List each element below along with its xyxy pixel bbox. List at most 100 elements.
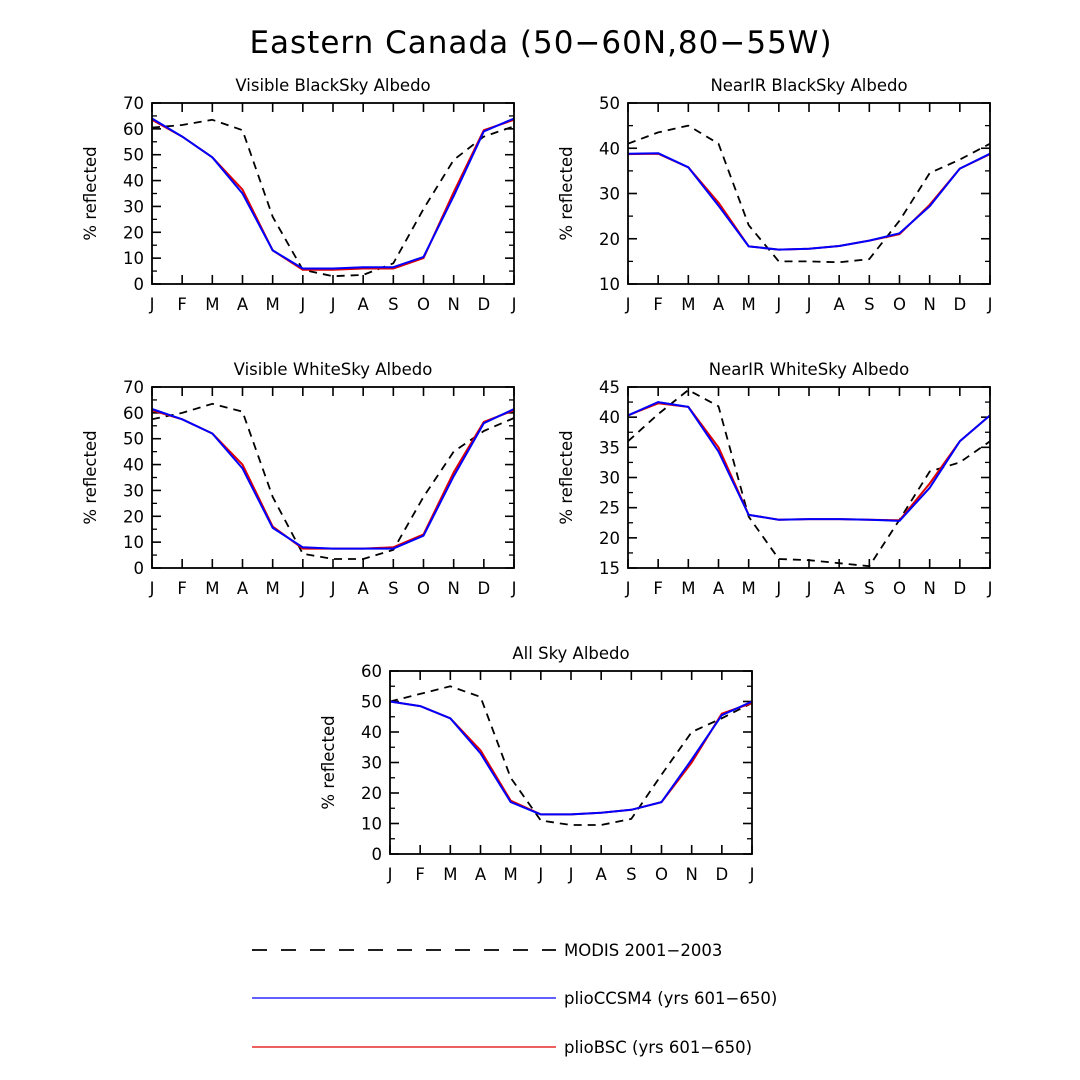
x-tick-label: O: [893, 295, 906, 314]
x-tick-label: N: [447, 579, 459, 598]
series-line-pliobsc-yrs-601-650: [151, 118, 515, 271]
series-line-modis-2001-2003: [151, 118, 515, 278]
y-tick-label: 0: [372, 845, 383, 864]
x-tick-label: J: [537, 865, 543, 884]
series-line-modis-2001-2003: [389, 685, 753, 826]
x-tick-label: O: [417, 579, 430, 598]
x-tick-label: J: [568, 865, 574, 884]
x-tick-label: A: [834, 579, 846, 598]
plot-frame: [389, 670, 753, 855]
y-tick-label: 45: [599, 378, 620, 397]
x-tick-label: M: [205, 295, 219, 314]
x-tick-label: M: [266, 579, 280, 598]
x-tick-label: J: [775, 579, 781, 598]
y-tick-label: 60: [123, 404, 144, 423]
x-tick-label: N: [923, 579, 935, 598]
legend-label: plioBSC (yrs 601−650): [564, 1038, 752, 1057]
y-tick-label: 50: [599, 94, 620, 113]
x-tick-label: M: [504, 865, 518, 884]
x-tick-label: J: [987, 579, 993, 598]
x-tick-label: N: [447, 295, 459, 314]
series-line-pliobsc-yrs-601-650: [627, 402, 991, 522]
series-line-plioccsm4-yrs-601-650: [151, 408, 515, 550]
x-tick-label: O: [417, 295, 430, 314]
y-tick-label: 10: [361, 815, 382, 834]
x-tick-label: J: [299, 295, 305, 314]
x-tick-label: J: [806, 295, 812, 314]
series-line-modis-2001-2003: [627, 124, 991, 264]
series-line-modis-2001-2003: [151, 402, 515, 560]
x-tick-label: A: [237, 579, 249, 598]
panel-title: All Sky Albedo: [512, 644, 629, 663]
x-tick-label: S: [626, 865, 636, 884]
x-tick-label: J: [149, 295, 155, 314]
x-tick-label: A: [475, 865, 487, 884]
x-tick-label: J: [330, 579, 336, 598]
y-tick-label: 30: [123, 481, 144, 500]
y-axis-label: % reflected: [319, 715, 338, 809]
y-tick-label: 50: [123, 146, 144, 165]
y-tick-label: 15: [599, 559, 620, 578]
x-tick-label: F: [415, 865, 425, 884]
y-axis-label: % reflected: [557, 146, 576, 240]
y-tick-label: 20: [123, 223, 144, 242]
x-tick-label: M: [742, 579, 756, 598]
x-tick-label: D: [715, 865, 728, 884]
x-tick-label: S: [388, 579, 398, 598]
x-tick-label: N: [685, 865, 697, 884]
x-tick-label: D: [477, 579, 490, 598]
legend-label: plioCCSM4 (yrs 601−650): [564, 989, 777, 1008]
x-tick-label: D: [953, 579, 966, 598]
series-line-modis-2001-2003: [627, 389, 991, 568]
y-axis-label: % reflected: [81, 146, 100, 240]
plot-frame: [151, 386, 515, 569]
y-tick-label: 40: [123, 172, 144, 191]
panel-title: Visible WhiteSky Albedo: [234, 360, 433, 379]
y-tick-label: 0: [134, 275, 145, 294]
x-tick-label: D: [477, 295, 490, 314]
x-tick-label: M: [742, 295, 756, 314]
x-tick-label: A: [713, 579, 725, 598]
panel-title: NearIR BlackSky Albedo: [710, 76, 907, 95]
x-tick-label: M: [443, 865, 457, 884]
x-tick-label: J: [511, 295, 517, 314]
y-tick-label: 20: [599, 230, 620, 249]
x-tick-label: J: [387, 865, 393, 884]
x-tick-label: O: [655, 865, 668, 884]
x-tick-label: D: [953, 295, 966, 314]
series-line-plioccsm4-yrs-601-650: [627, 152, 991, 251]
y-tick-label: 20: [361, 784, 382, 803]
y-tick-label: 70: [123, 378, 144, 397]
y-tick-label: 35: [599, 438, 620, 457]
x-tick-label: J: [749, 865, 755, 884]
y-tick-label: 10: [599, 275, 620, 294]
x-tick-label: A: [596, 865, 608, 884]
x-tick-label: F: [177, 579, 187, 598]
x-tick-label: A: [358, 579, 370, 598]
x-tick-label: M: [681, 579, 695, 598]
plot-frame: [627, 386, 991, 569]
x-tick-label: J: [987, 295, 993, 314]
y-tick-label: 20: [123, 507, 144, 526]
x-tick-label: M: [266, 295, 280, 314]
y-tick-label: 10: [123, 249, 144, 268]
x-tick-label: F: [653, 579, 663, 598]
x-tick-label: J: [299, 579, 305, 598]
series-line-pliobsc-yrs-601-650: [389, 700, 753, 816]
y-tick-label: 30: [599, 185, 620, 204]
x-tick-label: J: [511, 579, 517, 598]
y-tick-label: 40: [599, 408, 620, 427]
y-axis-label: % reflected: [557, 430, 576, 524]
y-tick-label: 0: [134, 559, 145, 578]
x-tick-label: S: [864, 295, 874, 314]
panel-title: Visible BlackSky Albedo: [235, 76, 430, 95]
y-tick-label: 60: [123, 120, 144, 139]
y-tick-label: 40: [123, 456, 144, 475]
y-tick-label: 30: [123, 197, 144, 216]
